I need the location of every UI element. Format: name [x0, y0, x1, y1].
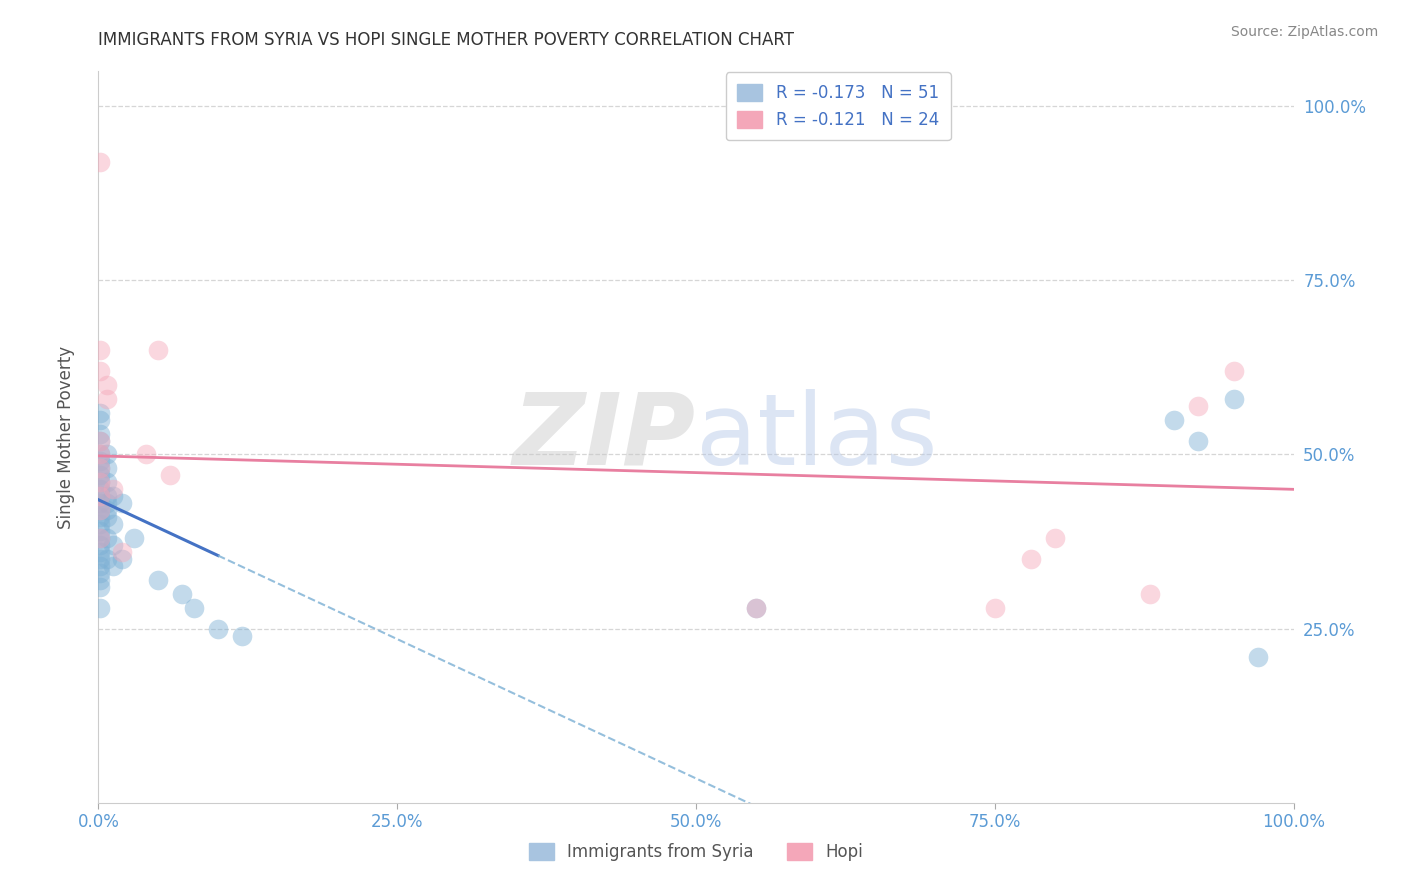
Point	[89, 343, 111, 357]
Point	[96, 496, 118, 510]
Point	[159, 468, 181, 483]
Point	[89, 517, 111, 532]
Point	[101, 489, 124, 503]
Point	[101, 517, 124, 532]
Point	[89, 552, 111, 566]
Point	[89, 483, 111, 497]
Point	[96, 552, 118, 566]
Point	[1163, 412, 1185, 426]
Point	[148, 573, 170, 587]
Y-axis label: Single Mother Poverty: Single Mother Poverty	[56, 345, 75, 529]
Point	[745, 600, 768, 615]
Point	[1139, 587, 1161, 601]
Point	[172, 587, 194, 601]
Point	[89, 461, 111, 475]
Point	[89, 448, 111, 462]
Point	[89, 364, 111, 378]
Point	[89, 475, 111, 490]
Point	[89, 524, 111, 538]
Point	[984, 600, 1007, 615]
Point	[101, 483, 124, 497]
Point	[89, 503, 111, 517]
Point	[89, 155, 111, 169]
Point	[89, 545, 111, 559]
Point	[1247, 649, 1270, 664]
Point	[101, 538, 124, 552]
Point	[89, 573, 111, 587]
Point	[89, 531, 111, 545]
Text: ZIP: ZIP	[513, 389, 696, 485]
Point	[111, 545, 134, 559]
Point	[207, 622, 229, 636]
Point	[183, 600, 205, 615]
Point	[1187, 399, 1209, 413]
Point	[124, 531, 146, 545]
Point	[745, 600, 768, 615]
Point	[96, 510, 118, 524]
Point	[89, 566, 111, 580]
Point	[89, 412, 111, 426]
Point	[89, 461, 111, 475]
Text: IMMIGRANTS FROM SYRIA VS HOPI SINGLE MOTHER POVERTY CORRELATION CHART: IMMIGRANTS FROM SYRIA VS HOPI SINGLE MOT…	[98, 31, 794, 49]
Point	[111, 552, 134, 566]
Point	[1019, 552, 1042, 566]
Text: atlas: atlas	[696, 389, 938, 485]
Point	[89, 434, 111, 448]
Point	[89, 426, 111, 441]
Text: Source: ZipAtlas.com: Source: ZipAtlas.com	[1230, 25, 1378, 39]
Point	[96, 392, 118, 406]
Point	[89, 475, 111, 490]
Point	[89, 538, 111, 552]
Point	[89, 454, 111, 468]
Point	[1223, 364, 1246, 378]
Point	[89, 510, 111, 524]
Point	[89, 448, 111, 462]
Point	[89, 468, 111, 483]
Point	[89, 434, 111, 448]
Point	[96, 475, 118, 490]
Point	[96, 461, 118, 475]
Point	[89, 531, 111, 545]
Point	[96, 503, 118, 517]
Point	[89, 580, 111, 594]
Point	[96, 377, 118, 392]
Point	[96, 489, 118, 503]
Point	[1187, 434, 1209, 448]
Point	[89, 406, 111, 420]
Point	[96, 448, 118, 462]
Point	[1223, 392, 1246, 406]
Point	[89, 489, 111, 503]
Point	[89, 558, 111, 573]
Legend: Immigrants from Syria, Hopi: Immigrants from Syria, Hopi	[522, 836, 870, 868]
Point	[89, 496, 111, 510]
Point	[89, 489, 111, 503]
Point	[96, 531, 118, 545]
Point	[89, 503, 111, 517]
Point	[135, 448, 157, 462]
Point	[148, 343, 170, 357]
Point	[89, 600, 111, 615]
Point	[111, 496, 134, 510]
Point	[1043, 531, 1066, 545]
Point	[231, 629, 253, 643]
Point	[101, 558, 124, 573]
